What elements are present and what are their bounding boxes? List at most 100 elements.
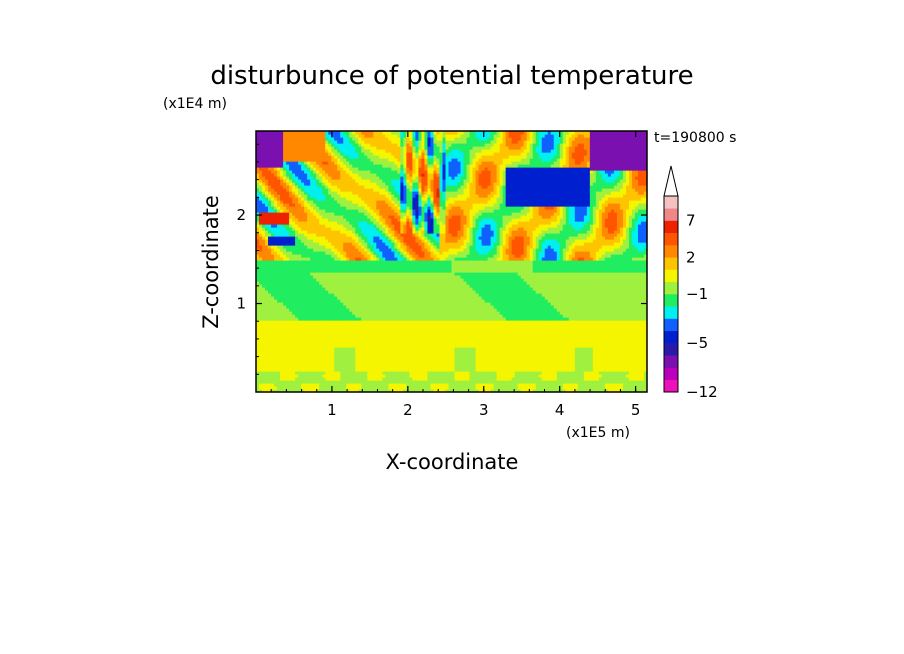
heatmap-cell (307, 353, 311, 357)
heatmap-cell (319, 371, 323, 375)
heatmap-cell (367, 305, 371, 309)
heatmap-cell (604, 317, 609, 321)
heatmap-cell (397, 302, 401, 306)
heatmap-cell (388, 386, 392, 390)
heatmap-cell (319, 335, 323, 339)
heatmap-cell (460, 284, 465, 288)
heatmap-cell (478, 365, 483, 369)
heatmap-cell (469, 377, 474, 381)
heatmap-cell (394, 311, 398, 315)
heatmap-cell (541, 284, 546, 288)
heatmap-cell (310, 317, 314, 321)
heatmap-cell (511, 329, 516, 333)
heatmap-cell (445, 281, 450, 285)
heatmap-cell (262, 299, 266, 303)
heatmap-cell (535, 344, 540, 348)
heatmap-cell (538, 320, 543, 324)
heatmap-cell (577, 362, 582, 366)
heatmap-cell (382, 329, 386, 333)
heatmap-cell (475, 341, 480, 345)
heatmap-cell (562, 335, 567, 339)
heatmap-cell (286, 299, 290, 303)
heatmap-cell (448, 341, 453, 345)
heatmap-cell (511, 347, 516, 351)
heatmap-cell (337, 278, 341, 282)
heatmap-cell (634, 284, 639, 288)
heatmap-cell (637, 350, 642, 354)
heatmap-cell (349, 386, 353, 390)
heatmap-cell (442, 389, 447, 392)
heatmap-cell (271, 332, 275, 336)
heatmap-cell (256, 323, 260, 327)
heatmap-cell (301, 275, 305, 279)
heatmap-cell (430, 293, 435, 297)
heatmap-cell (262, 323, 266, 327)
heatmap-cell (277, 320, 281, 324)
heatmap-cell (328, 299, 332, 303)
heatmap-cell (637, 383, 642, 387)
heatmap-cell (340, 356, 344, 360)
heatmap-cell (586, 314, 591, 318)
heatmap-cell (583, 338, 588, 342)
heatmap-cell (601, 344, 606, 348)
heatmap-cell (346, 326, 350, 330)
heatmap-cell (370, 344, 374, 348)
heatmap-cell (289, 350, 293, 354)
heatmap-cell (406, 362, 410, 366)
heatmap-cell (478, 335, 483, 339)
heatmap-cell (418, 386, 423, 390)
heatmap-cell (409, 353, 413, 357)
heatmap-cell (589, 338, 594, 342)
heatmap-cell (394, 383, 398, 387)
heatmap-cell (640, 371, 645, 375)
heatmap-cell (454, 299, 459, 303)
heatmap-cell (409, 338, 413, 342)
heatmap-cell (343, 317, 347, 321)
heatmap-cell (625, 362, 630, 366)
heatmap-cell (421, 356, 426, 360)
heatmap-cell (340, 389, 344, 392)
heatmap-cell (454, 326, 459, 330)
heatmap-cell (373, 305, 377, 309)
heatmap-cell (436, 293, 441, 297)
heatmap-cell (589, 323, 594, 327)
heatmap-cell (451, 347, 456, 351)
heatmap-cell (301, 335, 305, 339)
heatmap-cell (529, 317, 534, 321)
heatmap-cell (349, 374, 353, 378)
heatmap-cell (568, 296, 573, 300)
heatmap-cell (601, 389, 606, 392)
heatmap-cell (625, 386, 630, 390)
heatmap-cell (625, 308, 630, 312)
heatmap-cell (412, 293, 417, 297)
heatmap-cell (400, 350, 404, 354)
heatmap-cell (619, 332, 624, 336)
heatmap-cell (637, 362, 642, 366)
heatmap-cell (499, 314, 504, 318)
heatmap-cell (373, 374, 377, 378)
heatmap-cell (397, 284, 401, 288)
heatmap-cell (364, 305, 368, 309)
heatmap-cell (631, 284, 636, 288)
heatmap-cell (454, 320, 459, 324)
heatmap-cell (400, 344, 404, 348)
heatmap-cell (544, 356, 549, 360)
heatmap-cell (358, 362, 362, 366)
heatmap-cell (541, 329, 546, 333)
heatmap-cell (286, 353, 290, 357)
heatmap-cell (364, 281, 368, 285)
heatmap-cell (316, 314, 320, 318)
heatmap-cell (583, 371, 588, 375)
heatmap-cell (469, 329, 474, 333)
heatmap-cell (292, 290, 296, 294)
heatmap-cell (547, 314, 552, 318)
heatmap-cell (532, 389, 537, 392)
heatmap-cell (610, 302, 615, 306)
heatmap-cell (367, 302, 371, 306)
heatmap-cell (466, 380, 471, 384)
heatmap-cell (448, 386, 453, 390)
heatmap-cell (310, 320, 314, 324)
heatmap-cell (424, 365, 429, 369)
heatmap-cell (481, 347, 486, 351)
heatmap-cell (325, 362, 329, 366)
